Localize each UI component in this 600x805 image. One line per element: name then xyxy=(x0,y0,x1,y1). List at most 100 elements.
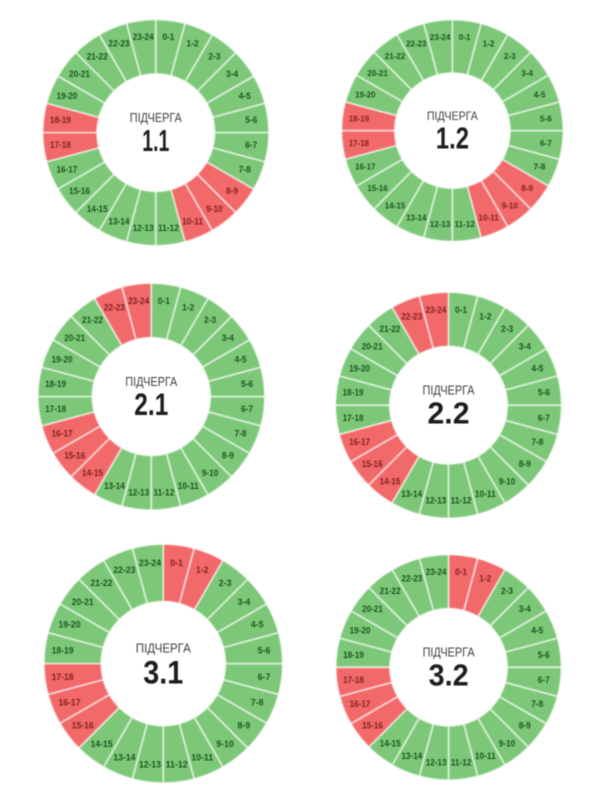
svg-text:4-5: 4-5 xyxy=(531,626,543,636)
svg-text:23-24: 23-24 xyxy=(139,558,162,568)
svg-text:21-22: 21-22 xyxy=(380,586,401,596)
svg-text:15-16: 15-16 xyxy=(72,720,94,730)
svg-text:1-2: 1-2 xyxy=(479,574,491,584)
svg-text:0-1: 0-1 xyxy=(455,567,467,577)
svg-text:20-21: 20-21 xyxy=(69,69,90,79)
svg-text:8-9: 8-9 xyxy=(519,459,531,469)
svg-text:13-14: 13-14 xyxy=(104,481,125,491)
svg-text:1-2: 1-2 xyxy=(196,565,209,575)
svg-text:3.1: 3.1 xyxy=(143,653,183,690)
svg-text:0-1: 0-1 xyxy=(455,305,467,315)
svg-text:18-19: 18-19 xyxy=(52,645,74,655)
svg-text:19-20: 19-20 xyxy=(355,90,376,100)
svg-text:9-10: 9-10 xyxy=(499,738,515,748)
svg-text:2-3: 2-3 xyxy=(219,578,232,588)
svg-text:6-7: 6-7 xyxy=(540,138,552,148)
svg-text:10-11: 10-11 xyxy=(475,489,496,499)
svg-text:7-8: 7-8 xyxy=(531,437,543,447)
svg-text:17-18: 17-18 xyxy=(343,413,364,423)
svg-text:13-14: 13-14 xyxy=(406,213,427,223)
svg-text:19-20: 19-20 xyxy=(56,91,77,101)
svg-text:2-3: 2-3 xyxy=(204,315,216,325)
svg-text:22-23: 22-23 xyxy=(406,39,427,49)
svg-text:20-21: 20-21 xyxy=(64,333,85,343)
svg-text:14-15: 14-15 xyxy=(82,468,103,478)
svg-text:23-24: 23-24 xyxy=(426,567,447,577)
svg-text:2-3: 2-3 xyxy=(501,324,513,334)
svg-text:14-15: 14-15 xyxy=(91,739,113,749)
svg-text:21-22: 21-22 xyxy=(91,578,113,588)
svg-text:21-22: 21-22 xyxy=(379,324,400,334)
svg-text:15-16: 15-16 xyxy=(69,186,90,196)
svg-text:21-22: 21-22 xyxy=(87,51,108,61)
svg-text:22-23: 22-23 xyxy=(401,311,422,321)
svg-text:19-20: 19-20 xyxy=(59,620,81,630)
svg-text:0-1: 0-1 xyxy=(158,296,170,306)
svg-text:0-1: 0-1 xyxy=(170,558,183,568)
svg-text:4-5: 4-5 xyxy=(234,355,246,365)
svg-text:10-11: 10-11 xyxy=(178,481,199,491)
svg-text:18-19: 18-19 xyxy=(50,115,71,125)
svg-text:7-8: 7-8 xyxy=(251,698,264,708)
svg-text:15-16: 15-16 xyxy=(362,459,383,469)
svg-text:12-13: 12-13 xyxy=(425,496,446,506)
svg-text:14-15: 14-15 xyxy=(380,738,401,748)
svg-text:6-7: 6-7 xyxy=(538,413,550,423)
svg-text:16-17: 16-17 xyxy=(56,164,77,174)
svg-text:5-6: 5-6 xyxy=(538,388,550,398)
svg-text:3-4: 3-4 xyxy=(226,69,238,79)
svg-text:10-11: 10-11 xyxy=(478,213,499,223)
svg-text:12-13: 12-13 xyxy=(139,759,161,769)
svg-text:11-12: 11-12 xyxy=(455,219,476,229)
svg-text:4-5: 4-5 xyxy=(531,363,543,373)
svg-text:23-24: 23-24 xyxy=(128,296,149,306)
svg-text:16-17: 16-17 xyxy=(350,699,371,709)
svg-text:23-24: 23-24 xyxy=(425,305,446,315)
svg-text:8-9: 8-9 xyxy=(521,183,533,193)
svg-text:19-20: 19-20 xyxy=(349,363,370,373)
svg-text:5-6: 5-6 xyxy=(245,115,257,125)
svg-text:0-1: 0-1 xyxy=(162,32,174,42)
svg-text:6-7: 6-7 xyxy=(538,675,550,685)
svg-text:ПІДЧЕРГА: ПІДЧЕРГА xyxy=(423,646,476,660)
svg-text:12-13: 12-13 xyxy=(426,757,447,767)
svg-text:1-2: 1-2 xyxy=(483,39,495,49)
svg-text:17-18: 17-18 xyxy=(50,140,71,150)
svg-text:8-9: 8-9 xyxy=(519,721,531,731)
svg-text:11-12: 11-12 xyxy=(153,487,174,497)
svg-text:16-17: 16-17 xyxy=(349,437,370,447)
svg-text:10-11: 10-11 xyxy=(475,751,496,761)
svg-text:13-14: 13-14 xyxy=(402,751,423,761)
svg-text:23-24: 23-24 xyxy=(430,32,451,42)
svg-text:13-14: 13-14 xyxy=(109,217,130,227)
svg-text:14-15: 14-15 xyxy=(87,204,108,214)
svg-text:3.2: 3.2 xyxy=(429,658,469,693)
svg-text:0-1: 0-1 xyxy=(459,32,471,42)
svg-text:19-20: 19-20 xyxy=(350,626,371,636)
svg-text:6-7: 6-7 xyxy=(241,404,253,414)
svg-text:3-4: 3-4 xyxy=(519,604,531,614)
svg-text:16-17: 16-17 xyxy=(355,162,376,172)
svg-text:15-16: 15-16 xyxy=(362,721,383,731)
svg-text:ПІДЧЕРГА: ПІДЧЕРГА xyxy=(423,384,476,398)
svg-text:16-17: 16-17 xyxy=(52,429,73,439)
svg-text:15-16: 15-16 xyxy=(367,183,388,193)
svg-text:3-4: 3-4 xyxy=(238,597,251,607)
svg-text:20-21: 20-21 xyxy=(72,597,94,607)
svg-text:3-4: 3-4 xyxy=(222,333,234,343)
svg-text:16-17: 16-17 xyxy=(59,698,81,708)
svg-text:11-12: 11-12 xyxy=(451,496,472,506)
svg-text:11-12: 11-12 xyxy=(158,223,179,233)
svg-text:2-3: 2-3 xyxy=(208,51,220,61)
svg-text:9-10: 9-10 xyxy=(206,204,223,214)
svg-text:1.2: 1.2 xyxy=(436,121,469,155)
svg-text:ПІДЧЕРГА: ПІДЧЕРГА xyxy=(427,109,479,123)
svg-text:22-23: 22-23 xyxy=(104,302,125,312)
svg-text:11-12: 11-12 xyxy=(451,757,472,767)
svg-text:19-20: 19-20 xyxy=(52,355,73,365)
svg-text:17-18: 17-18 xyxy=(45,404,66,414)
svg-text:18-19: 18-19 xyxy=(343,650,364,660)
svg-text:11-12: 11-12 xyxy=(166,759,188,769)
svg-text:4-5: 4-5 xyxy=(251,620,264,630)
svg-text:1.1: 1.1 xyxy=(142,123,169,158)
